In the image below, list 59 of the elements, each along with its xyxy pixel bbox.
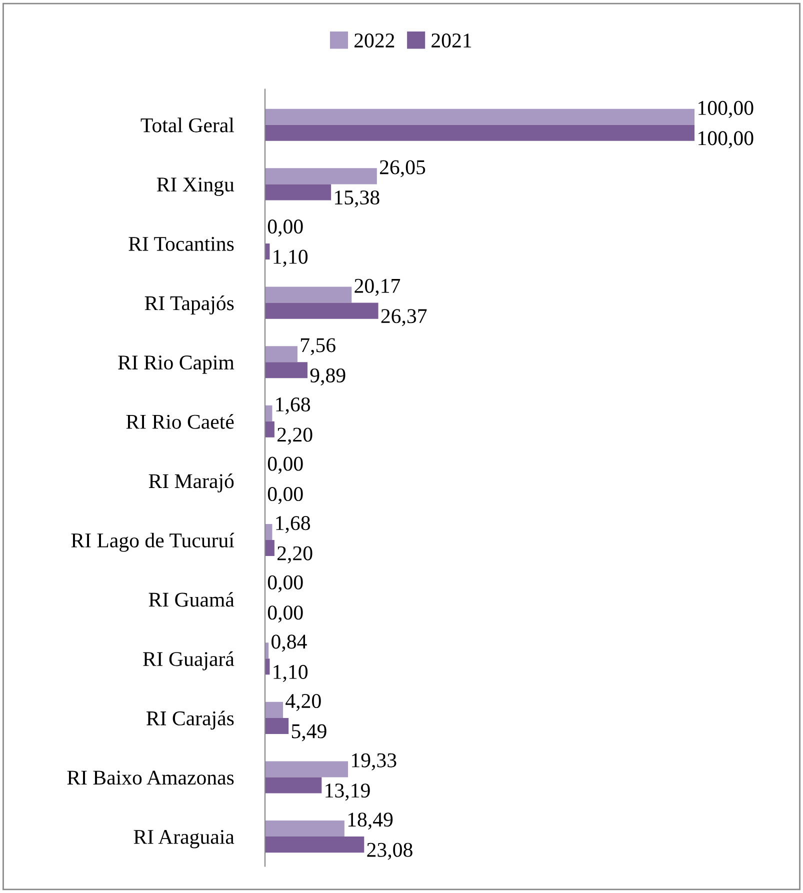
y-tick-label: RI Tocantins — [128, 236, 234, 251]
bar — [264, 777, 322, 794]
data-label: 5,49 — [292, 724, 326, 742]
bar — [264, 124, 695, 141]
legend-label: 2021 — [432, 34, 472, 48]
data-label: 0,00 — [268, 606, 303, 623]
bar — [264, 346, 298, 362]
bar — [264, 718, 289, 734]
data-label: 2,20 — [278, 428, 312, 445]
bar — [264, 820, 344, 837]
y-tick-label: RI Tapajós — [144, 296, 234, 314]
data-label: 1,10 — [274, 664, 308, 682]
data-label: 4,20 — [286, 694, 321, 712]
data-label: 100,00 — [698, 100, 754, 118]
data-label: 23,08 — [367, 842, 412, 860]
data-label: 9,89 — [310, 368, 346, 386]
y-tick-label: RI Rio Caeté — [126, 414, 234, 429]
bar — [264, 168, 377, 184]
data-label: 18,49 — [348, 812, 393, 830]
y-tick-label: RI Guamá — [148, 592, 234, 607]
bar — [264, 836, 364, 853]
data-label: 19,33 — [352, 753, 396, 770]
data-label: 0,00 — [268, 575, 303, 592]
data-label: 7,56 — [300, 338, 336, 356]
data-label: 1,10 — [274, 250, 308, 267]
data-label: 26,37 — [381, 309, 427, 326]
y-tick-label: RI Lago de Tucuruí — [71, 532, 234, 552]
data-label: 0,84 — [272, 634, 307, 652]
bar — [264, 540, 274, 556]
bar — [264, 184, 332, 200]
y-tick-label: RI Xingu — [156, 178, 234, 196]
y-tick-label: RI Carajás — [146, 710, 234, 730]
data-label: 0,00 — [268, 456, 303, 474]
bar — [264, 761, 348, 778]
bar — [264, 362, 308, 378]
data-label: 2,20 — [278, 546, 312, 564]
bar — [264, 302, 378, 319]
data-label: 100,00 — [698, 131, 754, 148]
data-label: 26,05 — [380, 160, 426, 178]
y-tick-label: RI Marajó — [148, 473, 234, 492]
y-tick-label: RI Araguaia — [134, 830, 234, 848]
legend-label: 2022 — [354, 34, 394, 48]
bar — [264, 702, 284, 718]
y-tick-label: RI Rio Capim — [118, 356, 234, 374]
data-label: 15,38 — [335, 190, 380, 208]
data-label: 1,68 — [276, 397, 310, 415]
y-tick-label: Total Geral — [140, 118, 234, 132]
data-label: 1,68 — [276, 516, 310, 534]
y-tick-label: RI Guajará — [143, 651, 234, 670]
bar — [264, 286, 352, 303]
bar — [264, 524, 272, 540]
data-label: 20,17 — [354, 278, 400, 296]
y-tick-label: RI Baixo Amazonas — [67, 770, 234, 785]
data-label: 0,00 — [268, 487, 303, 504]
bar — [264, 405, 272, 422]
bar — [264, 421, 274, 438]
data-label: 13,19 — [326, 784, 370, 801]
data-label: 0,00 — [268, 220, 303, 237]
bar — [264, 108, 695, 125]
